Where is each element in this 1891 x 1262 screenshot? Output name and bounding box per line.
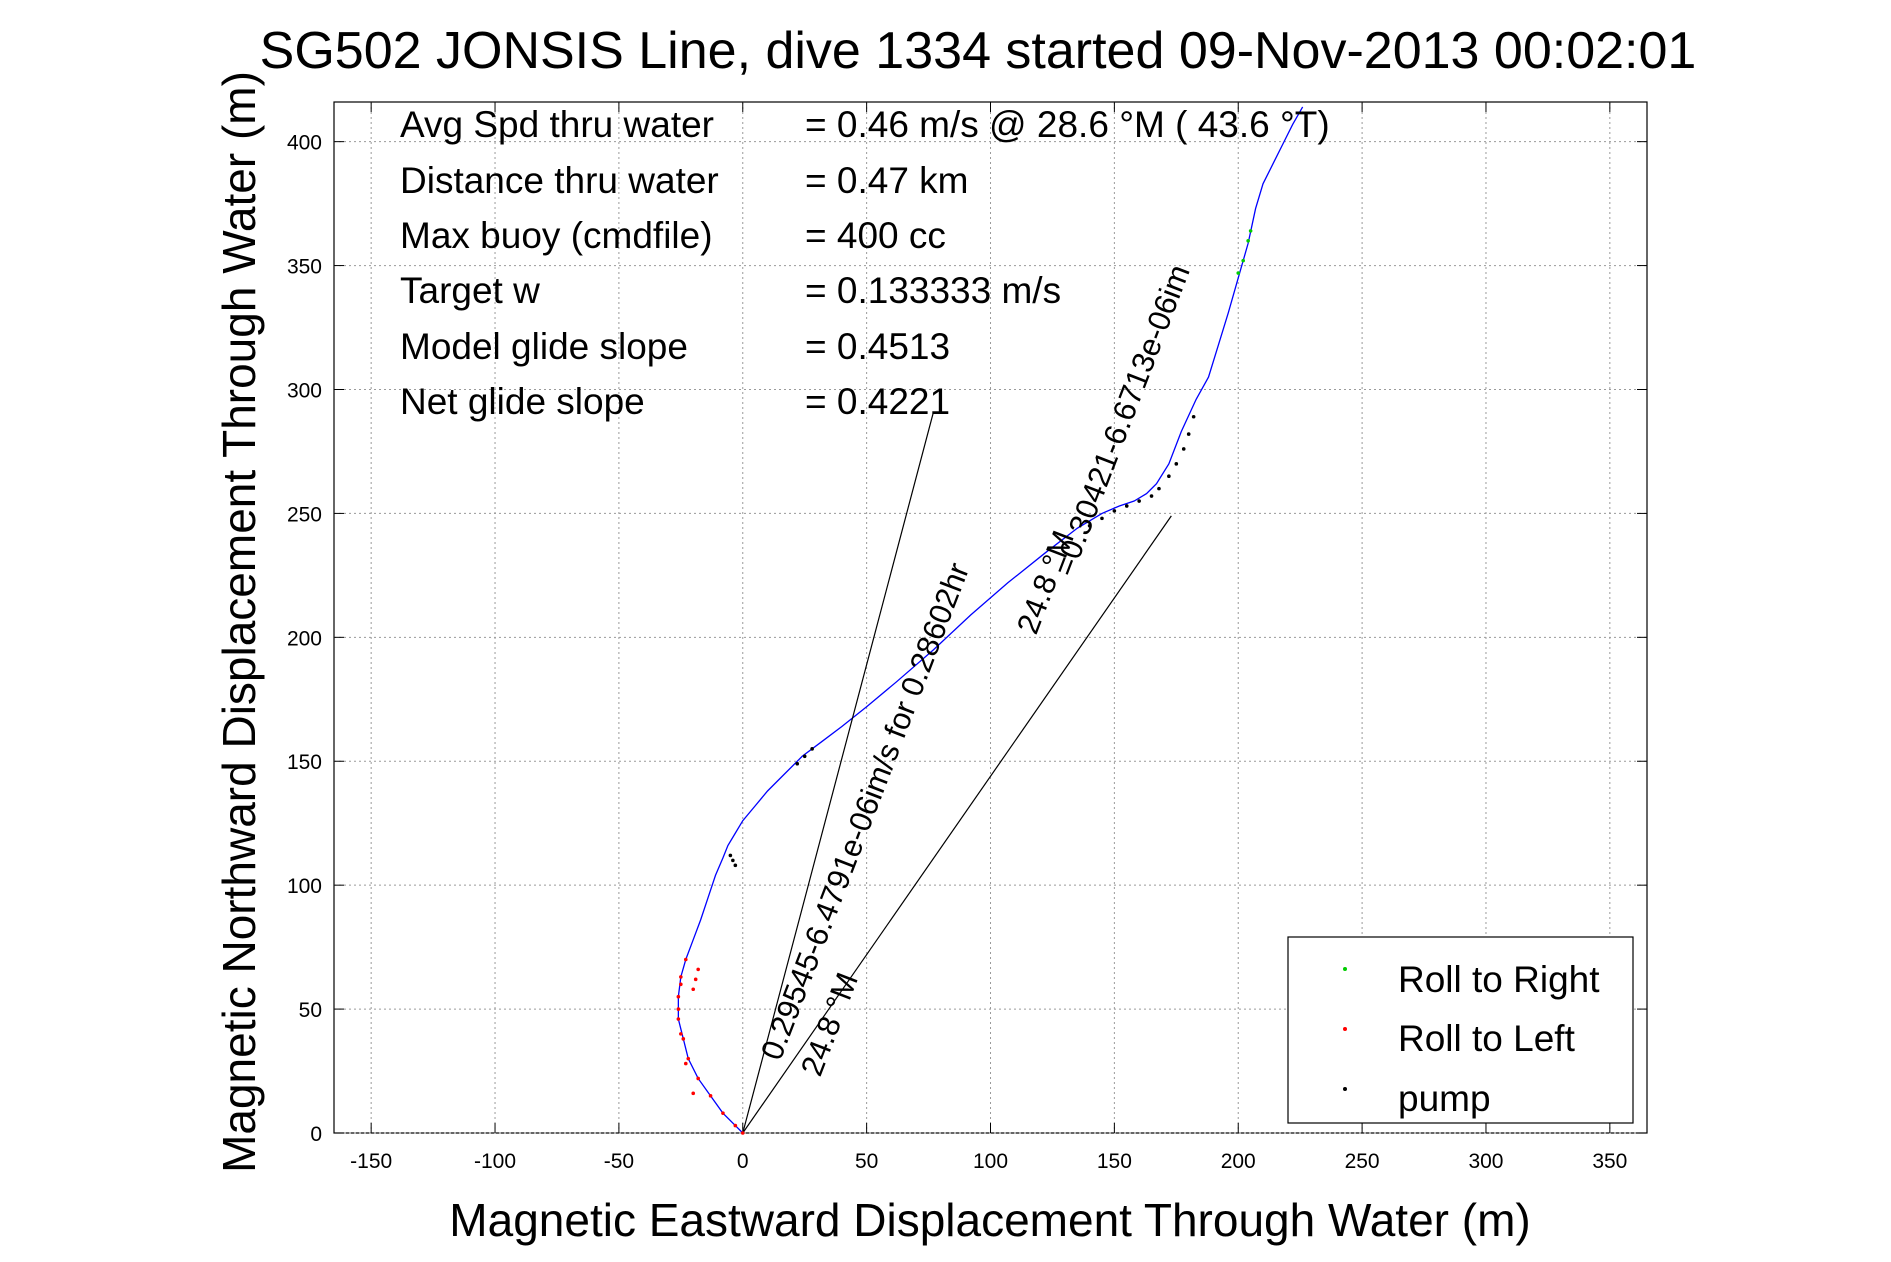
pump-marker (1124, 504, 1129, 508)
annotation-label: Target w (400, 270, 540, 311)
legend-marker-roll-right (1343, 967, 1347, 971)
pump-marker (795, 761, 800, 766)
x-tick-label: 0 (737, 1150, 749, 1173)
x-tick-label: 150 (1097, 1150, 1132, 1173)
roll-left-marker (683, 957, 688, 962)
pump-marker (731, 858, 735, 863)
annotation-value: = 0.4513 (805, 326, 950, 367)
y-tick-label: 350 (287, 256, 322, 279)
roll-left-marker (679, 975, 683, 979)
legend-marker-pump (1343, 1087, 1347, 1091)
x-tick-label: -100 (474, 1150, 516, 1173)
y-tick-label: 400 (287, 132, 322, 155)
x-tick-label: -50 (604, 1150, 634, 1173)
legend-label: Roll to Right (1398, 959, 1600, 1000)
pump-marker (1157, 486, 1161, 491)
x-tick-label: 200 (1221, 1150, 1256, 1173)
roll-left-marker (740, 1131, 745, 1135)
axis-ticks: -150 -100 -50 0 50 100 150 200 250 300 350 0 50 100 15… (287, 102, 1647, 1173)
y-tick-label: 100 (287, 875, 322, 898)
x-tick-label: 50 (855, 1150, 878, 1173)
annotation-value: = 0.46 m/s @ 28.6 °M ( 43.6 °T) (805, 104, 1330, 145)
pump-marker (1167, 474, 1171, 479)
series-track (677, 106, 1304, 1134)
annotation-value: = 400 cc (805, 215, 946, 256)
series-layer (677, 106, 1304, 1134)
y-tick-label: 200 (287, 627, 322, 650)
x-tick-label: 250 (1345, 1150, 1380, 1173)
annotation-label: Distance thru water (400, 160, 719, 201)
legend-label: pump (1398, 1078, 1491, 1119)
roll-left-marker (683, 1061, 688, 1066)
y-tick-label: 150 (287, 751, 322, 774)
x-tick-label: -150 (350, 1150, 392, 1173)
roll-left-marker (696, 967, 700, 972)
pump-marker (1100, 516, 1104, 521)
roll-left-marker (686, 1056, 691, 1061)
annotation-label: Model glide slope (400, 326, 688, 367)
annotation-label: Avg Spd thru water (400, 104, 714, 145)
roll-left-marker (708, 1094, 713, 1098)
y-tick-label: 50 (299, 999, 322, 1022)
x-tick-label: 100 (973, 1150, 1008, 1173)
roll-left-marker (679, 1032, 683, 1036)
annotation-value: = 0.133333 m/s (805, 270, 1061, 311)
roll-right-marker (1246, 238, 1250, 243)
roll-right-marker (1241, 258, 1245, 263)
roll-left-marker (676, 994, 681, 999)
roll-left-marker (693, 977, 698, 982)
pump-marker (802, 754, 807, 759)
pump-marker (1186, 432, 1191, 436)
pump-marker (1191, 414, 1196, 419)
pump-marker (1137, 499, 1141, 503)
series-current-line-2 (742, 515, 1172, 1134)
x-tick-label: 350 (1592, 1150, 1627, 1173)
roll-left-marker (676, 1017, 681, 1021)
roll-left-marker (681, 1037, 686, 1041)
x-tick-label: 300 (1468, 1150, 1503, 1173)
pump-marker (1112, 509, 1117, 513)
annotation-block: Avg Spd thru water = 0.46 m/s @ 28.6 °M … (400, 104, 1330, 422)
x-axis-label: Magnetic Eastward Displacement Through W… (449, 1194, 1530, 1246)
grid-lines (334, 102, 1647, 1134)
pump-marker (728, 853, 733, 858)
pump-marker (1149, 494, 1154, 498)
roll-right-marker (1236, 271, 1241, 275)
series-current-line-1 (742, 411, 935, 1134)
pump-marker (1087, 524, 1092, 528)
pump-marker (1181, 447, 1186, 451)
marker-layer (676, 229, 1253, 1135)
y-tick-label: 0 (310, 1123, 322, 1146)
roll-left-marker (733, 1123, 738, 1128)
chart-title: SG502 JONSIS Line, dive 1334 started 09-… (260, 22, 1697, 80)
y-tick-label: 250 (287, 503, 322, 526)
pump-marker (810, 747, 814, 751)
roll-right-marker (1248, 229, 1253, 233)
legend-label: Roll to Left (1398, 1018, 1576, 1059)
pump-marker (733, 863, 738, 868)
roll-left-marker (691, 987, 696, 992)
annotation-label: Net glide slope (400, 381, 645, 422)
y-tick-label: 300 (287, 379, 322, 402)
roll-left-marker (691, 1091, 696, 1096)
roll-left-marker (721, 1111, 725, 1115)
y-axis-label: Magnetic Northward Displacement Through … (213, 71, 265, 1173)
roll-left-marker (676, 1007, 681, 1011)
pump-marker (1174, 462, 1179, 466)
annotation-label: Max buoy (cmdfile) (400, 215, 713, 256)
legend-marker-roll-left (1343, 1027, 1347, 1031)
roll-left-marker (696, 1076, 700, 1081)
legend: Roll to Right Roll to Left pump (1287, 936, 1634, 1124)
roll-left-marker (679, 982, 683, 987)
annotation-value: = 0.4221 (805, 381, 950, 422)
annotation-value: = 0.47 km (805, 160, 969, 201)
